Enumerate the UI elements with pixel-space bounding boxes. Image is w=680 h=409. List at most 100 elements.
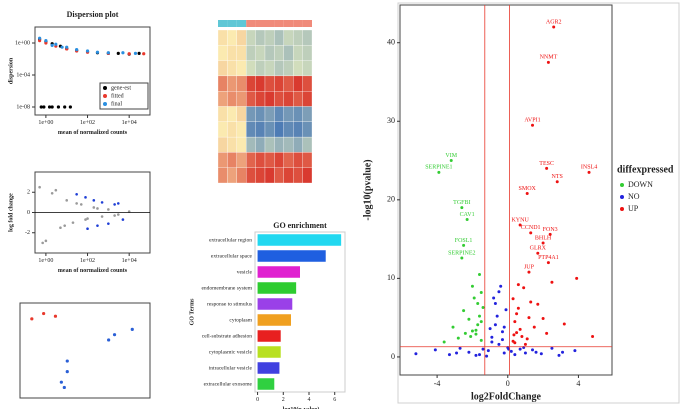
point [515, 312, 519, 316]
legend-marker [103, 86, 107, 90]
heat-cell [246, 60, 256, 77]
point-label: CCND1 [521, 225, 541, 231]
point [529, 231, 533, 235]
point [513, 341, 517, 345]
point [541, 316, 545, 320]
heat-cell [264, 167, 275, 184]
heat-cell [255, 91, 266, 107]
bar [257, 362, 280, 374]
heat-cell [255, 121, 266, 138]
heat-cell [227, 60, 237, 77]
legend-marker [620, 195, 624, 199]
legend-label: fitted [111, 92, 124, 99]
heat-cell [246, 29, 256, 46]
point [518, 347, 522, 351]
heat-cell [227, 121, 237, 138]
point [523, 342, 527, 346]
point [513, 320, 517, 324]
point [133, 51, 138, 56]
x-tick-label: 1e+00 [38, 258, 53, 264]
point [493, 302, 497, 306]
heat-cell [255, 45, 266, 61]
heat-cell [236, 91, 247, 107]
point [30, 317, 34, 321]
heat-cell [227, 152, 237, 168]
heat-cell [236, 29, 247, 46]
heat-cell [283, 75, 294, 92]
point [130, 327, 134, 331]
column-annotation [274, 20, 284, 27]
point [42, 311, 46, 316]
y-tick-label: 20 [387, 195, 395, 204]
heat-cell [264, 121, 275, 138]
point [561, 350, 565, 354]
point [474, 332, 478, 336]
point [456, 336, 460, 340]
point [467, 350, 471, 354]
point [478, 314, 481, 318]
column-annotation [236, 20, 247, 27]
point [92, 206, 96, 209]
heat-cell [217, 152, 228, 168]
point [548, 232, 552, 236]
x-tick-label: 6 [333, 397, 336, 403]
x-tick-label: 1e+04 [122, 258, 137, 264]
heat-cell [255, 136, 266, 153]
heat-cell [255, 106, 266, 122]
point [502, 351, 506, 355]
heat-cell [255, 29, 266, 46]
point [447, 353, 451, 357]
point [531, 348, 534, 352]
heat-cell [236, 45, 247, 61]
point [75, 202, 78, 205]
point [490, 340, 494, 344]
y-tick-label: 1e-04 [16, 72, 30, 78]
point [38, 36, 42, 40]
legend-label: final [111, 100, 122, 107]
point-label: VIM [445, 153, 457, 159]
heat-cell [227, 75, 237, 92]
x-tick-label: 4 [576, 379, 580, 388]
heat-cell [274, 91, 284, 107]
point [518, 223, 522, 227]
heat-cell [274, 45, 284, 61]
point [495, 314, 499, 318]
column-annotation [302, 20, 312, 27]
heat-cell [283, 106, 294, 122]
legend-label: NO [628, 192, 640, 201]
point [116, 213, 120, 216]
heat-cell [293, 60, 303, 77]
heat-cell [274, 136, 284, 153]
heat-cell [264, 75, 275, 92]
point [497, 290, 501, 294]
point [116, 51, 120, 56]
point [460, 256, 464, 260]
point-label: JUP [524, 264, 535, 270]
point [437, 170, 441, 174]
heat-cell [283, 29, 294, 46]
point [121, 218, 125, 221]
point [116, 202, 120, 205]
point [550, 280, 554, 284]
heat-cell [302, 60, 313, 77]
point [534, 350, 538, 354]
heat-cell [264, 106, 275, 122]
heat-cell [255, 60, 266, 77]
point [121, 51, 125, 55]
point [107, 338, 111, 342]
point [573, 349, 577, 353]
point [50, 43, 54, 48]
bar [257, 378, 275, 390]
point [513, 353, 517, 357]
x-axis-label: mean of normalized counts [58, 268, 128, 274]
legend-title: diffexpressed [617, 164, 674, 175]
point [527, 270, 531, 274]
heat-cell [283, 45, 294, 61]
heat-cell [227, 91, 237, 107]
heat-cell [246, 152, 256, 168]
heat-cell [293, 45, 303, 61]
heat-cell [236, 136, 247, 153]
heat-cell [246, 121, 256, 138]
point [509, 349, 513, 353]
